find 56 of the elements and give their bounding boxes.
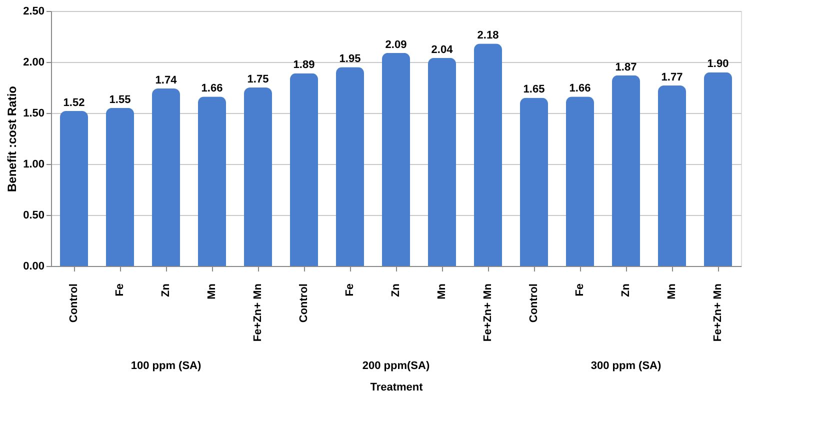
data-label: 1.77 [661,71,683,84]
data-label: 1.75 [247,74,269,86]
x-axis-title: Treatment [370,382,424,394]
data-label: 1.66 [569,82,591,95]
bar [290,73,318,266]
x-tick-label: Zn [160,283,172,297]
data-label: 1.66 [201,82,223,95]
bar [704,72,732,266]
data-label: 2.18 [477,30,499,42]
bar [566,96,594,266]
data-label: 1.65 [523,84,545,96]
x-tick-label: Control [528,284,540,323]
data-label: 1.95 [339,53,361,66]
bar [658,85,686,266]
x-tick-label: Fe [344,284,356,296]
text: 200 ppm(SA) [362,360,430,372]
bar [612,75,640,266]
data-label: 2.04 [431,44,454,56]
bar [106,108,134,266]
text: 100 ppm (SA) [130,360,202,372]
x-tick-label: Control [68,284,80,323]
data-label: 1.87 [615,61,637,74]
x-tick-label: Fe+Zn+ Mn [712,283,724,342]
data-label: 1.89 [293,59,315,72]
bar [520,98,548,266]
x-tick-label: Zn [620,283,632,297]
x-tick-label: Mn [206,283,218,300]
x-tick-label: Zn [390,283,402,297]
x-tick-label: Fe+Zn+ Mn [482,283,494,342]
y-tick-label: 1.50 [23,108,44,120]
data-label: 1.90 [707,58,729,70]
x-tick-label: Fe+Zn+ Mn [252,283,264,342]
y-tick-label: 2.50 [23,6,44,18]
bar [244,88,272,266]
data-label: 2.09 [385,38,407,51]
bar [152,88,180,266]
y-axis-title: Benefit :cost Ratio [5,86,20,192]
bar [198,96,226,266]
bar [382,52,410,266]
x-tick-label: Fe [574,284,586,296]
text: 300 ppm (SA) [590,360,662,372]
data-label: 1.74 [155,74,178,87]
data-label: 1.52 [63,96,85,109]
data-label: 1.55 [109,94,131,106]
bar [60,110,88,266]
x-tick-label: Fe [114,284,126,296]
bar [428,58,456,266]
y-tick-label: 0.00 [23,260,44,272]
y-tick-label: 0.50 [23,210,44,222]
x-tick-label: Mn [436,283,448,300]
bar [474,44,502,266]
x-tick-label: Mn [666,283,678,300]
y-tick-label: 2.00 [23,56,44,68]
x-tick-label: Control [298,284,310,323]
bar [336,67,364,266]
y-tick-label: 1.00 [23,158,44,170]
